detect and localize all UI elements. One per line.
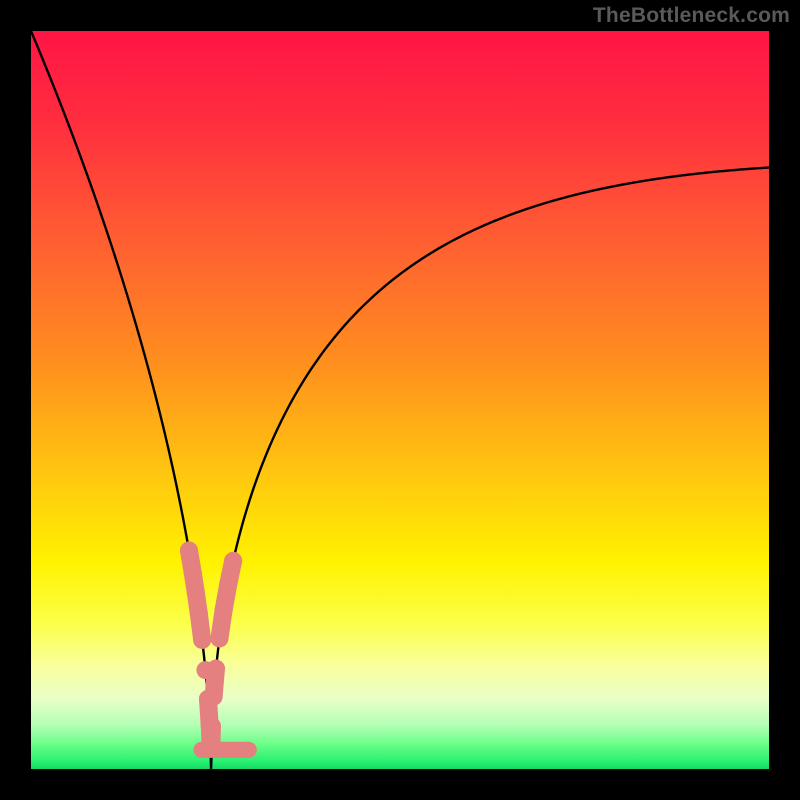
right-branch-connector (219, 610, 223, 638)
watermark-text: TheBottleneck.com (593, 4, 790, 28)
left-branch-connector (199, 613, 202, 640)
right-branch-connector (214, 669, 216, 697)
chart-plot-area (31, 31, 769, 769)
chart-background (31, 31, 769, 769)
